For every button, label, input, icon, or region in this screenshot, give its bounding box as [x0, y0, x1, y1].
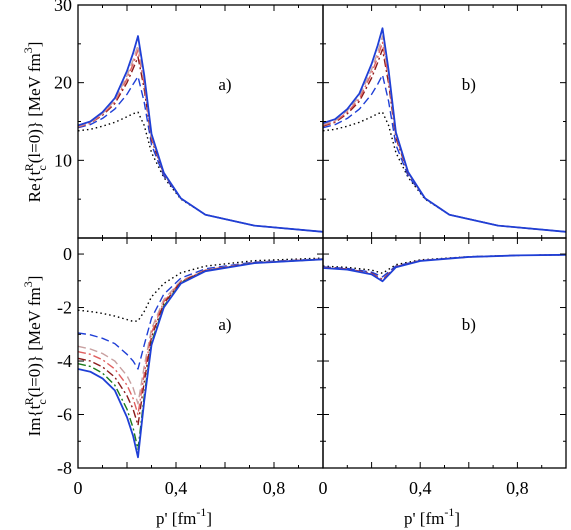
y-tick-label: 20 — [54, 73, 72, 93]
ylabel-imag: Im{tcR(l=0)} [MeV fm3] — [21, 276, 49, 437]
series-line-re-a-3 — [78, 49, 323, 233]
xlabel-right: p' [fm-1] — [404, 505, 460, 528]
panel-tag-re-b: b) — [462, 75, 476, 94]
series-line-re-a-2 — [78, 56, 323, 233]
series-line-im-b-4 — [323, 253, 566, 283]
series-line-re-a-5 — [78, 35, 323, 233]
series-line-re-b-4 — [323, 35, 566, 233]
series-line-im-a-4 — [78, 258, 323, 426]
series-group — [78, 35, 323, 233]
series-line-im-a-5 — [78, 258, 323, 450]
y-tick-label: -2 — [57, 298, 72, 318]
panel-tag-im-a: a) — [218, 315, 231, 334]
panel-im-a: a) — [77, 237, 324, 469]
panel-frame — [322, 237, 567, 469]
y-tick-label: 0 — [63, 244, 72, 264]
series-line-re-a-1 — [78, 75, 323, 233]
series-line-re-b-3 — [323, 41, 566, 233]
series-group — [323, 27, 566, 233]
xlabel-left: p' [fm-1] — [156, 505, 212, 528]
x-tick-label: 0 — [74, 478, 83, 498]
series-group — [323, 253, 566, 283]
plot-layer: a) b) a) b) 10 20 30 -8 -6 -4 -2 0 0 0,4 0,8 0 0,4 0,8 — [54, 0, 567, 498]
panel-frame — [322, 4, 567, 239]
series-line-im-a-2 — [78, 258, 323, 405]
series-line-re-b-0 — [323, 111, 566, 233]
series-line-im-a-3 — [78, 258, 323, 416]
panel-im-b: b) — [322, 237, 567, 469]
y-tick-label: -8 — [57, 458, 72, 478]
series-line-re-a-0 — [78, 111, 323, 233]
panel-tag-im-b: b) — [462, 315, 476, 334]
series-line-re-b-5 — [323, 27, 566, 233]
series-line-re-b-1 — [323, 74, 566, 233]
series-line-im-b-0 — [323, 254, 566, 274]
series-line-im-a-1 — [78, 258, 323, 370]
y-tick-label: 30 — [54, 0, 72, 15]
y-tick-label: -6 — [57, 405, 72, 425]
y-tick-label: -4 — [57, 351, 72, 371]
y-tick-label: 10 — [54, 150, 72, 170]
panel-re-b: b) — [322, 4, 567, 239]
series-line-im-a-0 — [78, 257, 323, 323]
ylabel-real: Re{tcR(l=0)} [MeV fm3] — [21, 42, 49, 203]
x-tick-label: 0,8 — [506, 478, 529, 498]
x-tick-label: 0 — [319, 478, 328, 498]
series-line-re-a-4 — [78, 44, 323, 233]
x-tick-label: 0,4 — [165, 478, 188, 498]
x-tick-label: 0,4 — [409, 478, 432, 498]
panel-tag-re-a: a) — [218, 75, 231, 94]
panel-re-a: a) — [77, 4, 324, 239]
series-line-re-b-2 — [323, 48, 566, 233]
panel-frame — [77, 4, 324, 239]
x-tick-label: 0,8 — [263, 478, 286, 498]
series-group — [78, 257, 323, 459]
series-line-im-a-6 — [78, 258, 323, 459]
